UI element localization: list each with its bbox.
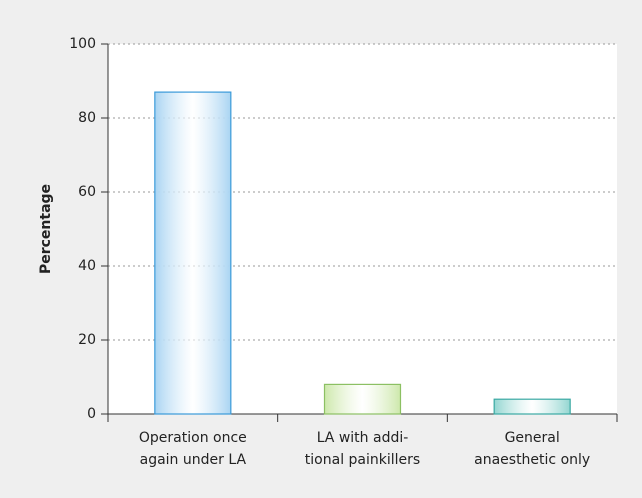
bar <box>154 91 232 415</box>
x-tick-label: anaesthetic only <box>474 452 590 468</box>
x-tick-label: Operation once <box>139 430 247 446</box>
y-tick-label: 0 <box>87 406 96 422</box>
x-tick-label: LA with addi- <box>317 430 409 446</box>
y-tick-label: 80 <box>78 110 96 126</box>
y-tick-label: 100 <box>69 36 96 52</box>
y-axis-label: Percentage <box>38 184 54 274</box>
bar <box>493 398 571 415</box>
x-tick-label: again under LA <box>140 452 247 468</box>
y-tick-label: 60 <box>78 184 96 200</box>
x-tick-label: tional painkillers <box>305 452 420 468</box>
x-tick-label: General <box>505 430 560 446</box>
bar <box>323 383 402 415</box>
y-tick-label: 40 <box>78 258 96 274</box>
y-tick-label: 20 <box>78 332 96 348</box>
